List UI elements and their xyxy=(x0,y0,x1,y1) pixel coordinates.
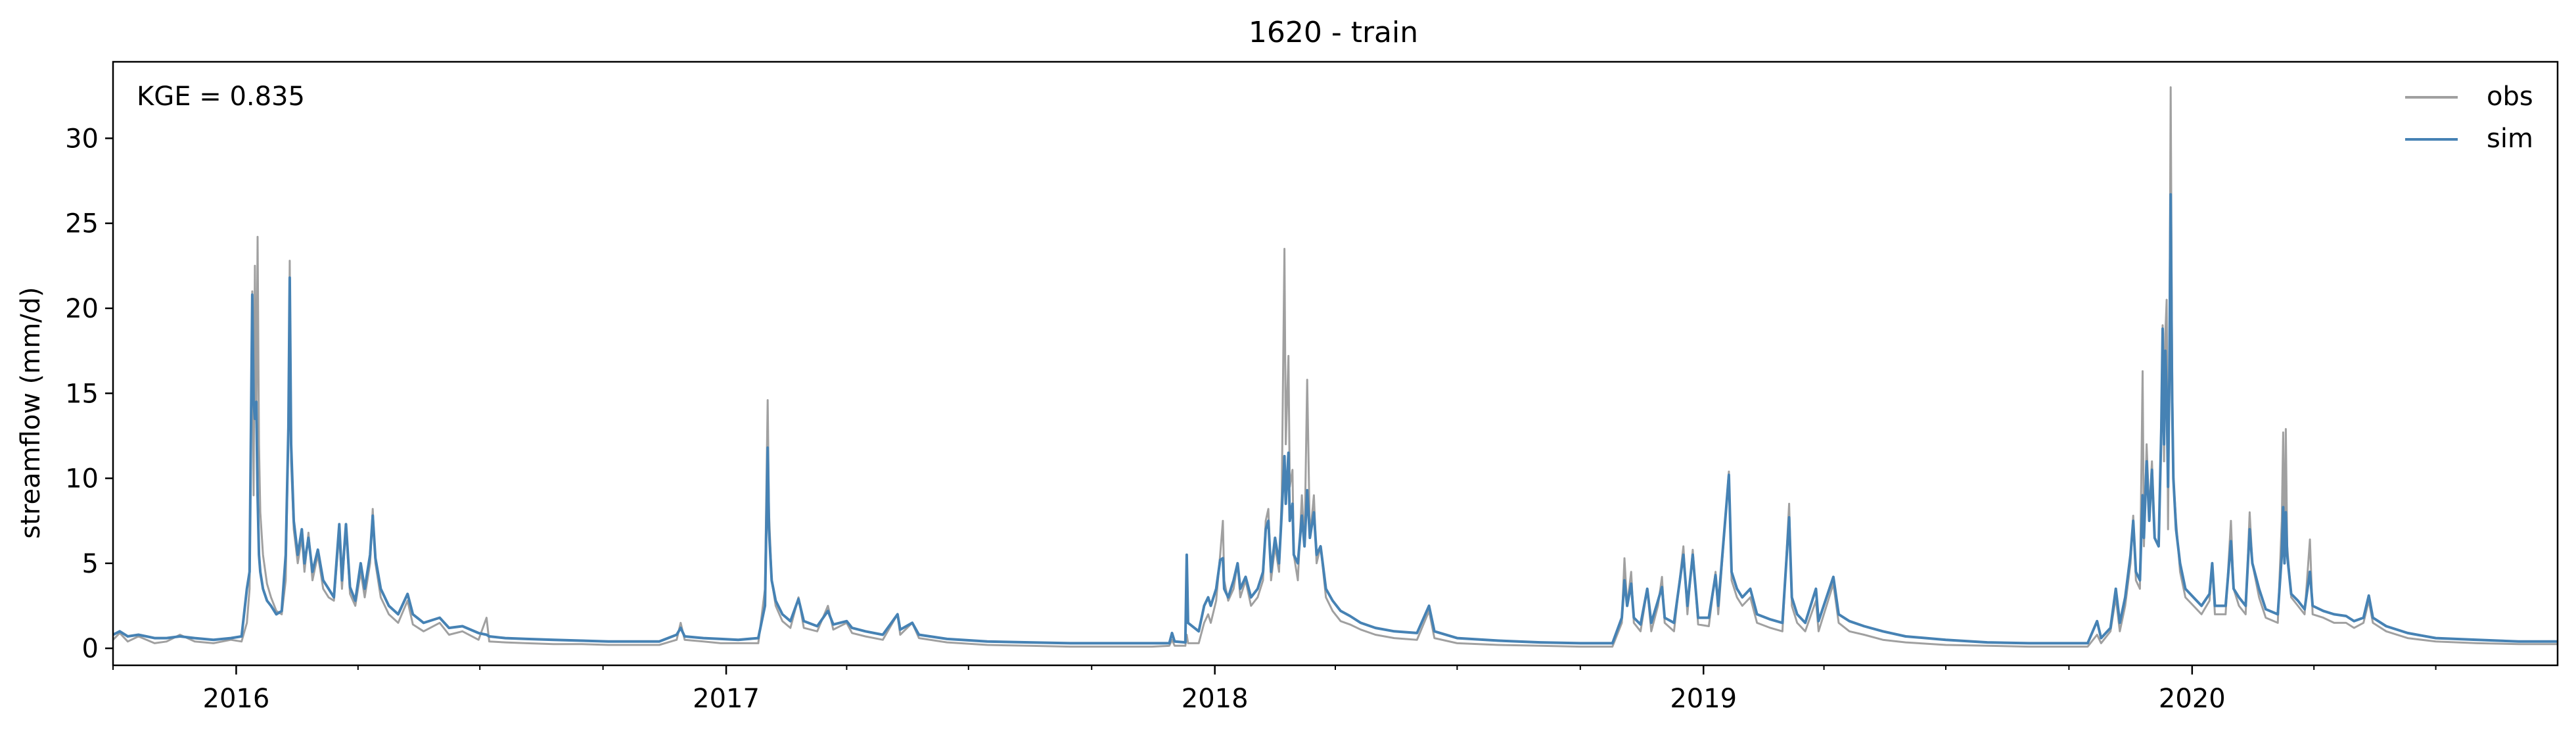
chart-title: 1620 - train xyxy=(1249,16,1418,49)
legend-sim-label: sim xyxy=(2487,124,2533,154)
y-tick-label: 0 xyxy=(82,634,99,664)
y-axis-label: streamflow (mm/d) xyxy=(16,287,46,538)
x-tick-label: 2016 xyxy=(203,684,270,714)
y-tick-label: 10 xyxy=(65,464,99,494)
y-tick-label: 5 xyxy=(82,549,99,579)
y-tick-label: 20 xyxy=(65,294,99,324)
plot-area: 0 5 10 15 20 25 30 2016 2017 2018 2019 2020 xyxy=(65,60,2559,714)
x-tick-label: 2018 xyxy=(1182,684,1249,714)
y-tick-label: 30 xyxy=(65,124,99,154)
kge-annotation: KGE = 0.835 xyxy=(137,82,305,112)
series-line-obs xyxy=(112,86,2558,648)
x-tick-label: 2019 xyxy=(1670,684,1737,714)
legend: obs sim xyxy=(2405,82,2533,154)
y-tick-label: 15 xyxy=(65,379,99,409)
x-tick-label: 2020 xyxy=(2159,684,2226,714)
x-tick-label: 2017 xyxy=(693,684,760,714)
legend-obs-label: obs xyxy=(2487,82,2533,112)
y-tick-label: 25 xyxy=(65,209,99,239)
series-line-sim xyxy=(112,193,2558,645)
